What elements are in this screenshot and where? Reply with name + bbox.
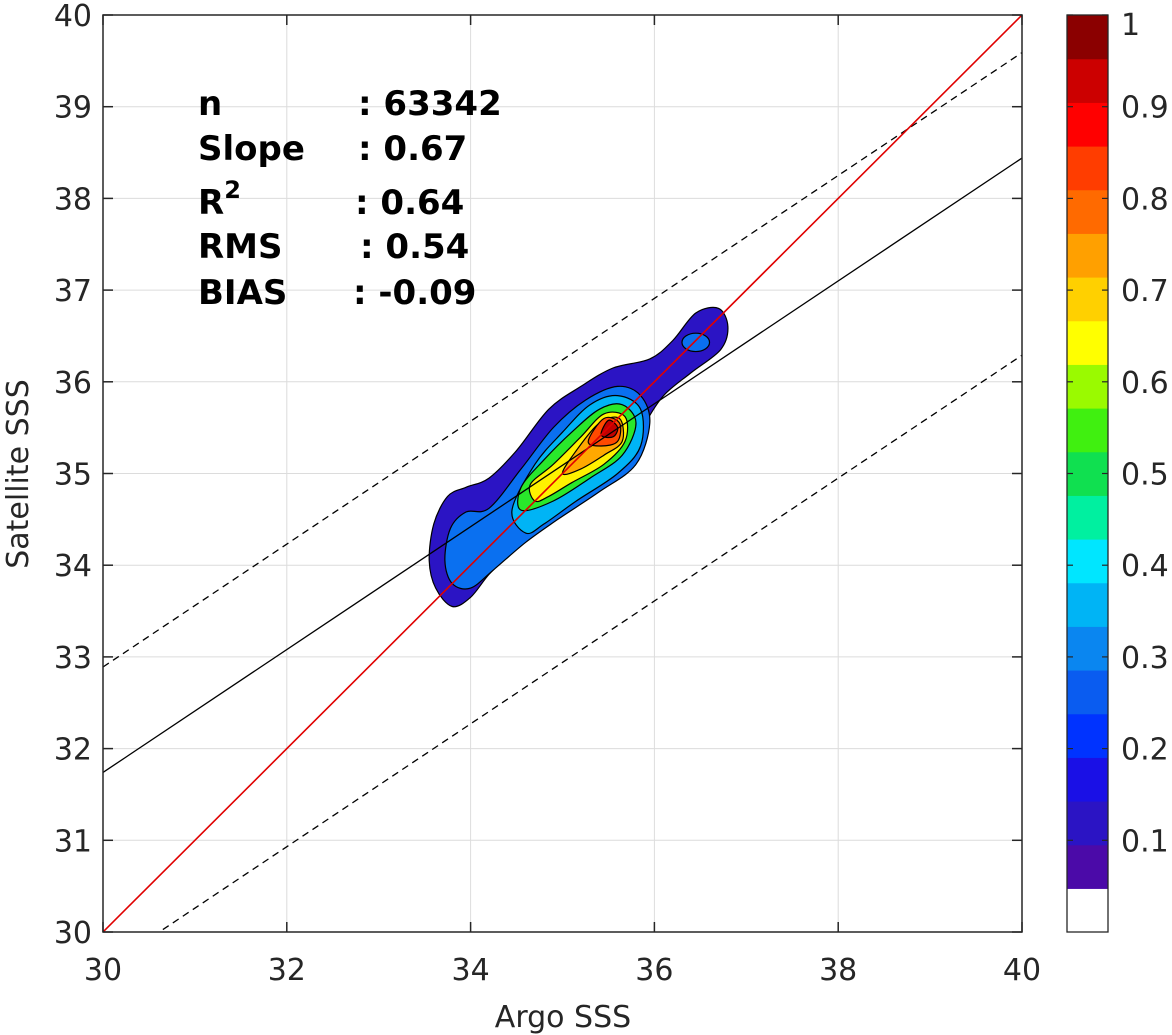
stat-label: BIAS	[198, 273, 287, 313]
stat-label: n	[198, 84, 222, 124]
fit-upper-line	[103, 52, 1022, 668]
y-tick-label: 40	[54, 0, 92, 34]
y-tick-label: 31	[54, 824, 92, 859]
fit-line	[103, 157, 1022, 773]
y-tick-label: 38	[54, 182, 92, 217]
x-tick-label: 32	[268, 953, 306, 988]
colorbar-segment	[1067, 670, 1108, 715]
stat-value: : 0.64	[355, 183, 464, 223]
colorbar-segment	[1067, 495, 1108, 540]
colorbar-segment	[1067, 15, 1108, 60]
stat-value: : 0.67	[358, 129, 467, 169]
fit-lower-line	[158, 354, 1022, 932]
stat-value: : 63342	[358, 84, 502, 124]
stat-value: : -0.09	[353, 273, 476, 313]
colorbar-segment	[1067, 626, 1108, 671]
x-tick-label: 36	[635, 953, 673, 988]
y-tick-label: 34	[54, 549, 92, 584]
y-axis-label: Satellite SSS	[1, 379, 36, 569]
y-tick-label: 39	[54, 91, 92, 126]
colorbar-tick-label: 0.4	[1121, 549, 1169, 584]
axis-ticks: 30 32 34 36 38 40 30 31 32 33 34 35 36 37 38 39 40	[54, 0, 1041, 988]
colorbar-segment	[1067, 277, 1108, 322]
colorbar-segment	[1067, 102, 1108, 147]
stat-value: : 0.54	[360, 227, 469, 267]
y-tick-label: 32	[54, 733, 92, 768]
colorbar-tick-label: 0.9	[1121, 91, 1169, 126]
x-axis-label: Argo SSS	[495, 1000, 631, 1035]
colorbar-segment	[1067, 233, 1108, 278]
y-tick-label: 30	[54, 916, 92, 951]
colorbar-tick-label: 0.3	[1121, 641, 1169, 676]
density-contour-minor	[681, 332, 711, 353]
colorbar-tick-label: 0.7	[1121, 274, 1169, 309]
x-tick-label: 30	[84, 953, 122, 988]
x-tick-label: 38	[819, 953, 857, 988]
colorbar-segment	[1067, 189, 1108, 234]
colorbar-segment	[1067, 801, 1108, 846]
colorbar-segment	[1067, 582, 1108, 627]
y-tick-label: 37	[54, 274, 92, 309]
colorbar-segment	[1067, 844, 1108, 889]
colorbar: 0.1 0.2 0.3 0.4 0.5 0.6 0.7 0.8 0.9 1	[1066, 8, 1169, 933]
colorbar-segment	[1067, 713, 1108, 758]
colorbar-tick-label: 0.2	[1121, 733, 1169, 768]
stat-label: RMS	[198, 227, 283, 267]
y-tick-label: 33	[54, 641, 92, 676]
colorbar-segment	[1067, 364, 1108, 409]
x-tick-label: 34	[452, 953, 490, 988]
y-tick-label: 36	[54, 366, 92, 401]
y-tick-label: 35	[54, 458, 92, 493]
colorbar-tick-label: 0.1	[1121, 824, 1169, 859]
stat-superscript: 2	[224, 176, 241, 204]
colorbar-tick-label: 0.6	[1121, 366, 1169, 401]
colorbar-segment	[1067, 539, 1108, 584]
density-contour	[600, 419, 619, 439]
colorbar-segment	[1067, 888, 1108, 933]
stat-label: Slope	[198, 129, 305, 169]
identity-line	[103, 15, 1022, 932]
colorbar-segment	[1067, 320, 1108, 365]
colorbar-tick-label: 1	[1121, 8, 1140, 43]
colorbar-tick-label: 0.5	[1121, 458, 1169, 493]
colorbar-segment	[1067, 58, 1108, 103]
colorbar-segment	[1067, 757, 1108, 802]
colorbar-segment	[1067, 451, 1108, 496]
regression-lines	[103, 15, 1022, 932]
colorbar-segment	[1067, 408, 1108, 453]
colorbar-segment	[1067, 146, 1108, 191]
x-tick-label: 40	[1003, 953, 1041, 988]
colorbar-tick-label: 0.8	[1121, 182, 1169, 217]
